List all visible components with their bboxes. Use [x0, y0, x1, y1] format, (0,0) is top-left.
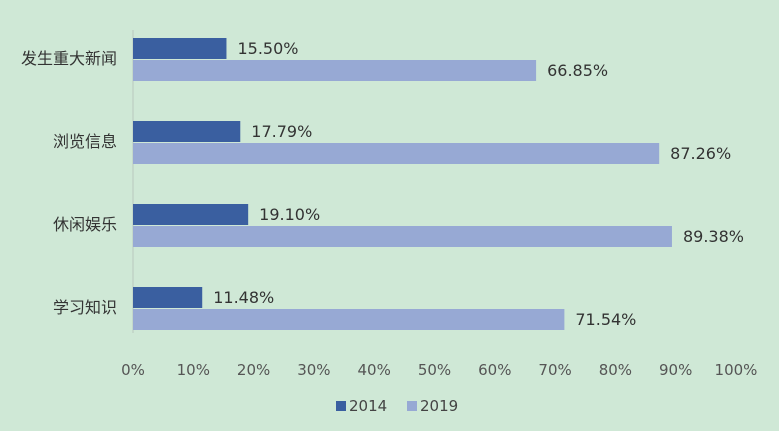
category-label: 学习知识: [53, 298, 117, 317]
bar-2014: [133, 204, 249, 225]
x-tick-label: 20%: [237, 361, 270, 379]
x-tick-label: 100%: [715, 361, 758, 379]
x-tick-label: 60%: [478, 361, 511, 379]
legend-swatch-2019: [407, 401, 417, 411]
legend-swatch-2014: [336, 401, 346, 411]
data-label: 66.85%: [547, 61, 608, 80]
bar-2014: [133, 121, 241, 142]
x-tick-label: 10%: [177, 361, 210, 379]
x-tick-label: 50%: [418, 361, 451, 379]
x-tick-label: 30%: [297, 361, 330, 379]
data-label: 19.10%: [259, 205, 320, 224]
data-label: 89.38%: [683, 227, 744, 246]
bar-2019: [133, 226, 672, 247]
bar-2014: [133, 38, 227, 59]
x-tick-label: 0%: [121, 361, 145, 379]
bar-2019: [133, 143, 660, 164]
data-label: 87.26%: [670, 144, 731, 163]
data-label: 71.54%: [575, 310, 636, 329]
data-label: 11.48%: [213, 288, 274, 307]
x-tick-label: 90%: [659, 361, 692, 379]
data-label: 15.50%: [237, 39, 298, 58]
bar-2014: [133, 287, 203, 308]
x-tick-label: 40%: [358, 361, 391, 379]
x-tick-label: 80%: [599, 361, 632, 379]
category-label: 发生重大新闻: [21, 49, 117, 68]
category-label: 休闲娱乐: [53, 215, 117, 234]
legend-label-2014: 2014: [349, 397, 387, 415]
legend-label-2019: 2019: [420, 397, 458, 415]
bar-2019: [133, 60, 537, 81]
data-label: 17.79%: [251, 122, 312, 141]
category-label: 浏览信息: [53, 132, 117, 151]
bar-2019: [133, 309, 565, 330]
x-tick-label: 70%: [538, 361, 571, 379]
